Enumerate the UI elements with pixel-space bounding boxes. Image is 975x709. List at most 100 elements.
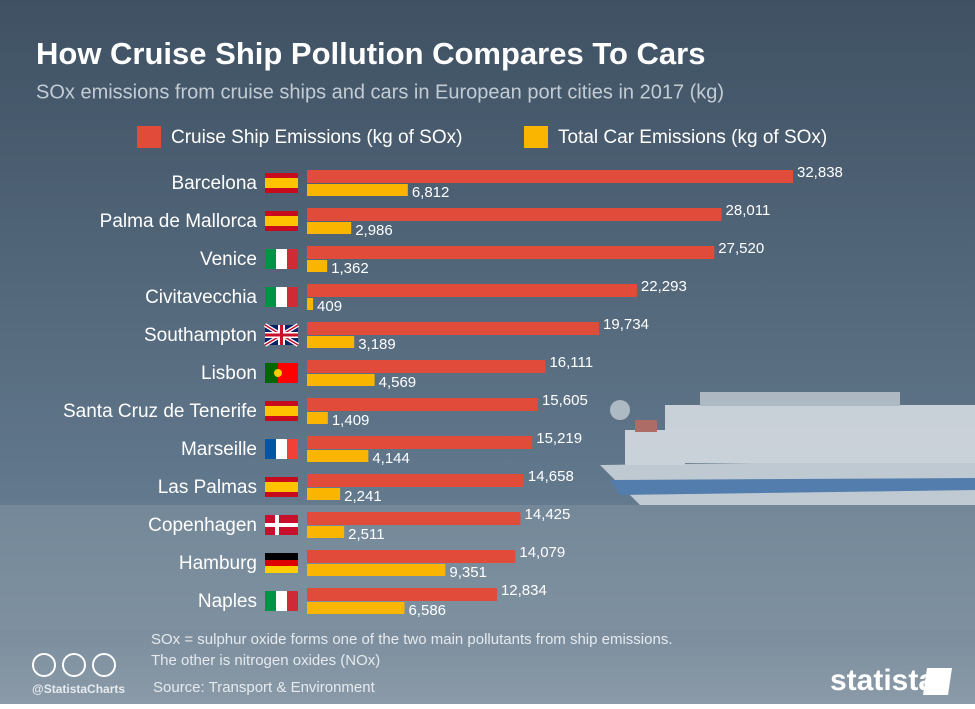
flag-part [287, 591, 298, 611]
flag [265, 439, 298, 459]
flag-part [265, 560, 298, 566]
flag [265, 515, 298, 535]
flag-part [265, 553, 298, 560]
bar [307, 550, 515, 563]
flag-part [265, 216, 298, 226]
category-label: Barcelona [171, 173, 257, 194]
flag-part [287, 249, 298, 269]
flag-part [265, 249, 276, 269]
value-label: 28,011 [726, 202, 771, 219]
bar [307, 374, 375, 386]
value-label: 6,586 [408, 602, 446, 619]
flag [265, 287, 298, 307]
flag [265, 363, 298, 383]
category-label: Copenhagen [148, 515, 257, 536]
flag-part [265, 439, 276, 459]
bar [307, 450, 368, 462]
legend-label: Total Car Emissions (kg of SOx) [558, 127, 827, 148]
flag-part [276, 591, 287, 611]
value-label: 14,658 [528, 468, 574, 485]
value-label: 409 [317, 298, 342, 315]
bar [307, 322, 599, 335]
flag-part [265, 482, 298, 492]
legend-swatch [137, 126, 161, 148]
flag-part [274, 369, 282, 377]
bar [307, 564, 445, 576]
flag [265, 173, 298, 193]
flag-part [276, 287, 287, 307]
chart: How Cruise Ship Pollution Compares To Ca… [0, 0, 975, 704]
legend-swatch [524, 126, 548, 148]
category-label: Marseille [181, 439, 257, 460]
bar [307, 284, 637, 297]
value-label: 6,812 [412, 184, 450, 201]
flag [265, 591, 298, 611]
value-label: 14,425 [524, 506, 570, 523]
brand: statista [830, 664, 935, 697]
flag-part [276, 249, 287, 269]
footnote: The other is nitrogen oxides (NOx) [151, 652, 380, 669]
value-label: 15,605 [542, 392, 588, 409]
category-label: Hamburg [179, 553, 257, 574]
flag-part [287, 439, 298, 459]
chart-subtitle: SOx emissions from cruise ships and cars… [36, 81, 724, 103]
flag [265, 477, 298, 497]
flag-part [265, 406, 298, 416]
legend-label: Cruise Ship Emissions (kg of SOx) [171, 127, 462, 148]
brand-logo [923, 668, 952, 695]
bar [307, 222, 351, 234]
flag-part [276, 439, 287, 459]
value-label: 32,838 [797, 164, 843, 181]
flag-part [287, 287, 298, 307]
category-label: Venice [200, 249, 257, 270]
flag [265, 401, 298, 421]
value-label: 1,409 [332, 412, 370, 429]
bar [307, 336, 354, 348]
flag [265, 249, 298, 269]
flag-part [265, 566, 298, 573]
value-label: 9,351 [449, 564, 487, 581]
value-label: 4,144 [372, 450, 410, 467]
bar [307, 474, 524, 487]
bar [307, 360, 545, 373]
bar [307, 602, 404, 614]
bar [307, 170, 793, 183]
bar [307, 512, 520, 525]
category-label: Palma de Mallorca [100, 211, 258, 232]
category-label: Civitavecchia [145, 287, 257, 308]
category-label: Lisbon [201, 363, 257, 384]
bar [307, 184, 408, 196]
source: Source: Transport & Environment [153, 679, 376, 696]
value-label: 14,079 [519, 544, 565, 561]
value-label: 15,219 [536, 430, 582, 447]
bar [307, 526, 344, 538]
category-label: Santa Cruz de Tenerife [63, 401, 257, 422]
flag-part [265, 287, 276, 307]
value-label: 22,293 [641, 278, 687, 295]
flag-part [265, 334, 298, 337]
bar [307, 412, 328, 424]
handle: @StatistaCharts [32, 682, 125, 696]
bar [307, 588, 497, 601]
page: How Cruise Ship Pollution Compares To Ca… [0, 0, 975, 709]
flag [265, 211, 298, 231]
bar [307, 298, 313, 310]
value-label: 12,834 [501, 582, 547, 599]
flag [265, 553, 298, 573]
value-label: 4,569 [379, 374, 417, 391]
bar [307, 246, 714, 259]
chart-title: How Cruise Ship Pollution Compares To Ca… [36, 36, 705, 71]
value-label: 2,241 [344, 488, 382, 505]
value-label: 16,111 [549, 354, 593, 371]
value-label: 27,520 [718, 240, 764, 257]
category-label: Southampton [144, 325, 257, 346]
flag-part [265, 523, 298, 527]
flag-part [265, 178, 298, 188]
category-label: Las Palmas [158, 477, 257, 498]
value-label: 3,189 [358, 336, 396, 353]
bar [307, 208, 722, 221]
bar [307, 436, 532, 449]
bar [307, 398, 538, 411]
value-label: 2,986 [355, 222, 393, 239]
value-label: 19,734 [603, 316, 649, 333]
